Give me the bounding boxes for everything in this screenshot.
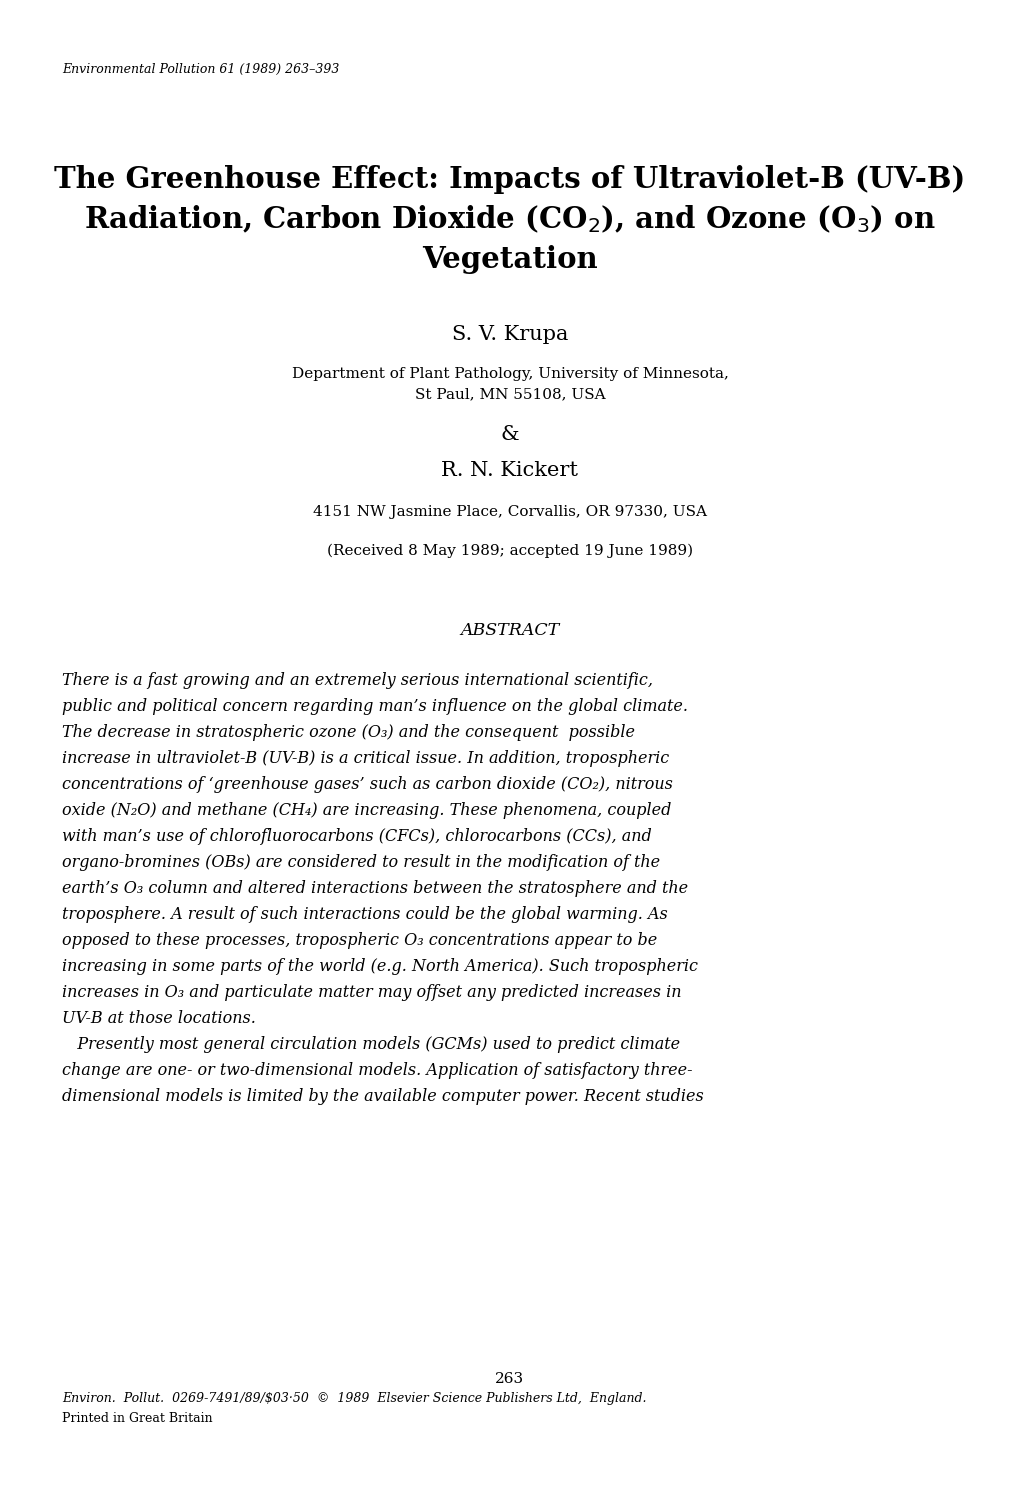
Text: The decrease in stratospheric ozone (O₃) and the consequent  possible: The decrease in stratospheric ozone (O₃)…: [62, 724, 635, 741]
Text: There is a fast growing and an extremely serious international scientific,: There is a fast growing and an extremely…: [62, 672, 652, 688]
Text: 263: 263: [495, 1372, 524, 1386]
Text: &: &: [500, 425, 519, 444]
Text: oxide (N₂O) and methane (CH₄) are increasing. These phenomena, coupled: oxide (N₂O) and methane (CH₄) are increa…: [62, 802, 671, 820]
Text: 4151 NW Jasmine Place, Corvallis, OR 97330, USA: 4151 NW Jasmine Place, Corvallis, OR 973…: [313, 505, 706, 519]
Text: Environmental Pollution 61 (1989) 263–393: Environmental Pollution 61 (1989) 263–39…: [62, 63, 339, 76]
Text: Department of Plant Pathology, University of Minnesota,: Department of Plant Pathology, Universit…: [291, 367, 728, 381]
Text: R. N. Kickert: R. N. Kickert: [441, 460, 578, 480]
Text: opposed to these processes, tropospheric O₃ concentrations appear to be: opposed to these processes, tropospheric…: [62, 933, 656, 949]
Text: Environ.  Pollut.  0269-7491/89/$03·50  ©  1989  Elsevier Science Publishers Ltd: Environ. Pollut. 0269-7491/89/$03·50 © 1…: [62, 1392, 646, 1405]
Text: increase in ultraviolet-B (UV-B) is a critical issue. In addition, tropospheric: increase in ultraviolet-B (UV-B) is a cr…: [62, 749, 668, 767]
Text: Presently most general circulation models (GCMs) used to predict climate: Presently most general circulation model…: [62, 1036, 680, 1053]
Text: UV-B at those locations.: UV-B at those locations.: [62, 1010, 256, 1027]
Text: St Paul, MN 55108, USA: St Paul, MN 55108, USA: [415, 387, 604, 401]
Text: Radiation, Carbon Dioxide (CO$_2$), and Ozone (O$_3$) on: Radiation, Carbon Dioxide (CO$_2$), and …: [84, 203, 935, 235]
Text: earth’s O₃ column and altered interactions between the stratosphere and the: earth’s O₃ column and altered interactio…: [62, 881, 688, 897]
Text: (Received 8 May 1989; accepted 19 June 1989): (Received 8 May 1989; accepted 19 June 1…: [327, 544, 692, 557]
Text: S. V. Krupa: S. V. Krupa: [451, 325, 568, 344]
Text: public and political concern regarding man’s influence on the global climate.: public and political concern regarding m…: [62, 697, 688, 715]
Text: concentrations of ‘greenhouse gases’ such as carbon dioxide (CO₂), nitrous: concentrations of ‘greenhouse gases’ suc…: [62, 776, 673, 793]
Text: increases in O₃ and particulate matter may offset any predicted increases in: increases in O₃ and particulate matter m…: [62, 983, 681, 1001]
Text: troposphere. A result of such interactions could be the global warming. As: troposphere. A result of such interactio…: [62, 906, 667, 922]
Text: Printed in Great Britain: Printed in Great Britain: [62, 1413, 212, 1424]
Text: ABSTRACT: ABSTRACT: [460, 621, 559, 639]
Text: increasing in some parts of the world (e.g. North America). Such tropospheric: increasing in some parts of the world (e…: [62, 958, 697, 974]
Text: with man’s use of chlorofluorocarbons (CFCs), chlorocarbons (CCs), and: with man’s use of chlorofluorocarbons (C…: [62, 828, 651, 845]
Text: Vegetation: Vegetation: [422, 244, 597, 274]
Text: organo-bromines (OBs) are considered to result in the modification of the: organo-bromines (OBs) are considered to …: [62, 854, 659, 872]
Text: dimensional models is limited by the available computer power. Recent studies: dimensional models is limited by the ava…: [62, 1088, 703, 1106]
Text: The Greenhouse Effect: Impacts of Ultraviolet-B (UV-B): The Greenhouse Effect: Impacts of Ultrav…: [54, 165, 965, 194]
Text: change are one- or two-dimensional models. Application of satisfactory three-: change are one- or two-dimensional model…: [62, 1062, 692, 1079]
